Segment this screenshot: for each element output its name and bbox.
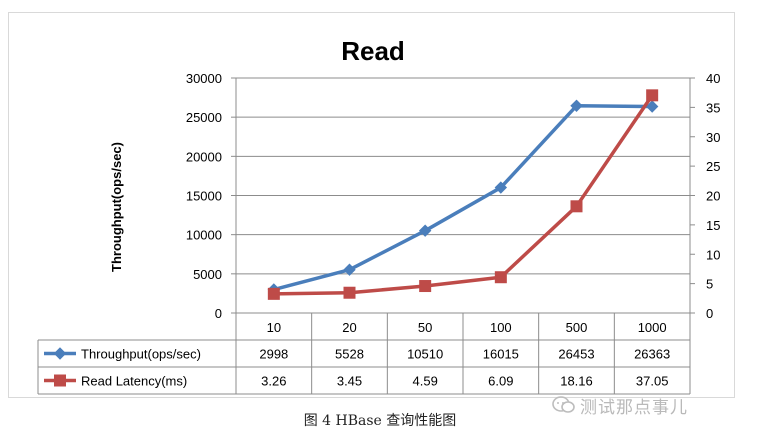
- watermark: 测试那点事儿: [552, 392, 688, 418]
- y-right-tick-label: 0: [706, 306, 713, 321]
- y-right-tick-label: 15: [706, 218, 720, 233]
- x-tick-label: 1000: [638, 320, 667, 335]
- table-value: 4.59: [413, 374, 438, 389]
- table-value: 37.05: [636, 374, 669, 389]
- data-point: [54, 374, 66, 387]
- legend-label: Read Latency(ms): [81, 374, 187, 389]
- series-line: [273, 104, 653, 292]
- y-axis-left-label: Throughput(ops/sec): [109, 142, 124, 272]
- data-point: [267, 287, 280, 300]
- table-value: 10510: [407, 347, 443, 362]
- y-right-tick-label: 10: [706, 247, 720, 262]
- chart-frame: [8, 12, 735, 398]
- legend-label: Throughput(ops/sec): [81, 347, 201, 362]
- data-point: [494, 181, 508, 194]
- table-value: 5528: [335, 347, 364, 362]
- x-tick-label: 20: [342, 320, 356, 335]
- y-left-tick-label: 30000: [186, 71, 222, 86]
- chart-title: Read: [341, 36, 405, 66]
- table-value: 6.09: [488, 374, 513, 389]
- data-point: [494, 271, 507, 284]
- table-value: 26363: [634, 347, 670, 362]
- x-tick-label: 50: [418, 320, 432, 335]
- table-value: 3.45: [337, 374, 362, 389]
- data-point: [570, 99, 583, 112]
- y-left-tick-label: 25000: [186, 110, 222, 125]
- table-value: 16015: [483, 347, 519, 362]
- series-line: [273, 94, 654, 296]
- data-point: [343, 263, 356, 276]
- y-left-tick-label: 5000: [193, 267, 222, 282]
- data-point: [646, 89, 659, 102]
- watermark-text: 测试那点事儿: [580, 397, 688, 418]
- y-right-tick-label: 20: [706, 189, 720, 204]
- chat-bubble-icon: [552, 396, 575, 413]
- y-left-tick-label: 15000: [186, 189, 222, 204]
- y-right-tick-label: 35: [706, 100, 720, 115]
- y-left-tick-label: 10000: [186, 228, 222, 243]
- y-left-tick-label: 20000: [186, 149, 222, 164]
- y-left-tick-label: 0: [215, 306, 222, 321]
- x-tick-label: 100: [490, 320, 512, 335]
- table-value: 26453: [558, 347, 594, 362]
- data-point: [570, 200, 583, 213]
- y-right-tick-label: 40: [706, 71, 720, 86]
- x-tick-label: 10: [267, 320, 281, 335]
- data-point: [418, 224, 432, 237]
- data-point: [53, 347, 67, 360]
- data-point: [419, 280, 432, 293]
- data-point: [645, 100, 659, 113]
- y-right-tick-label: 5: [706, 277, 713, 292]
- table-value: 3.26: [261, 374, 286, 389]
- y-right-tick-label: 25: [706, 159, 720, 174]
- y-right-tick-label: 30: [706, 130, 720, 145]
- table-value: 2998: [259, 347, 288, 362]
- table-value: 18.16: [560, 374, 593, 389]
- figure-caption: 图 4 HBase 查询性能图: [303, 413, 457, 429]
- x-tick-label: 500: [566, 320, 588, 335]
- data-point: [343, 286, 356, 299]
